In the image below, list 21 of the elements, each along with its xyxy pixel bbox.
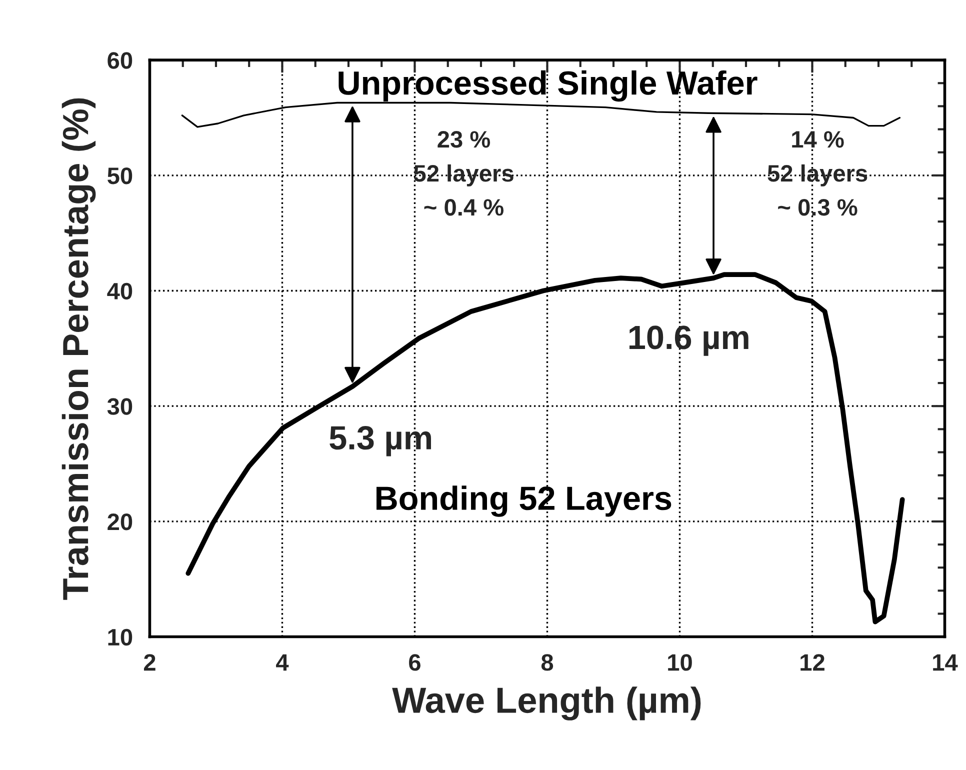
x-tick-label: 6: [409, 654, 420, 671]
y-tick-label: 20: [108, 514, 132, 530]
x-tick-label: 14: [933, 654, 958, 671]
x-tick-label: 12: [800, 654, 824, 671]
text: Bonding 52 Layers: [376, 486, 672, 517]
series-label: Unprocessed Single Wafer: [338, 70, 758, 102]
annotation: 14 % 52 layers ~ 0.3 %: [768, 131, 868, 216]
annotation: 10.6 µm: [630, 326, 748, 356]
x-tick-label: 8: [541, 654, 554, 671]
annotation: 5.3 µm: [330, 426, 431, 456]
y-tick-label: 40: [107, 282, 132, 300]
x-tick-label: 4: [276, 654, 289, 671]
y-tick-label: 50: [108, 167, 132, 184]
y-tick-label: 60: [108, 52, 132, 69]
y-tick-label: 10: [108, 628, 132, 646]
x-axis-title: Wave Length (µm): [392, 686, 701, 720]
y-tick-label: 30: [107, 398, 132, 415]
y-axis-title: Transmission Percentage (%): [62, 98, 96, 600]
x-tick-label: 10: [668, 654, 692, 671]
annotation: 23 % 52 layers ~ 0.4 %: [414, 131, 514, 216]
x-tick-label: 2: [144, 654, 156, 671]
